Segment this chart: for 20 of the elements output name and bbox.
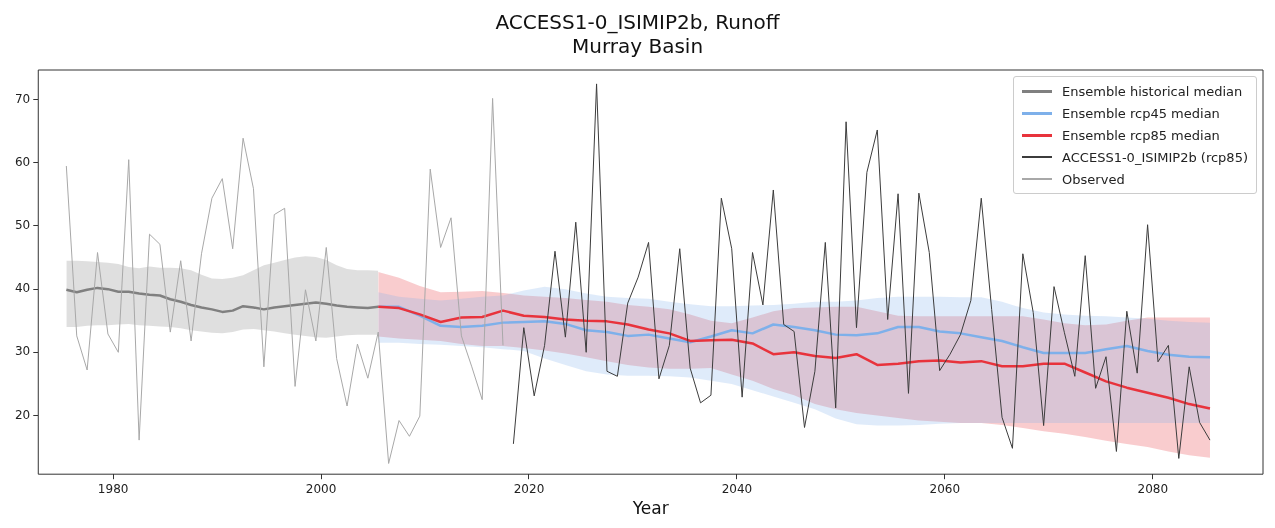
y-tick-label: 60 [14,154,31,169]
legend-label: Ensemble historical median [1062,83,1243,99]
y-tick-label: 30 [14,344,31,359]
legend-label: Ensemble rcp85 median [1062,127,1220,143]
x-tick-label: 2060 [929,481,961,496]
x-tick-label: 1980 [97,481,129,496]
x-tick-label: 2040 [721,481,753,496]
legend-label: ACCESS1-0_ISIMIP2b (rcp85) [1062,149,1248,165]
legend-label: Ensemble rcp45 median [1062,105,1220,121]
chart-subtitle: Murray Basin [571,34,704,59]
y-tick-label: 40 [14,281,31,296]
x-tick-label: 2020 [513,481,545,496]
x-tick-label: 2000 [305,481,337,496]
x-tick-label: 2080 [1137,481,1169,496]
y-tick-label: 20 [14,407,31,422]
legend-label: Observed [1062,171,1125,187]
y-tick-label: 70 [14,91,31,106]
y-tick-label: 50 [14,218,31,233]
x-axis-title: Year [631,498,669,519]
chart-title: ACCESS1-0_ISIMIP2b, Runoff [495,10,781,35]
